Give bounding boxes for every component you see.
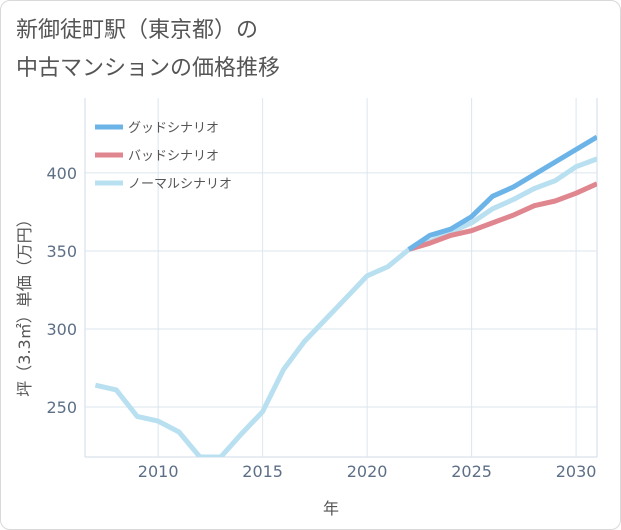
x-tick-label: 2030 bbox=[556, 462, 597, 481]
series-line-1 bbox=[407, 134, 597, 252]
x-tick-label: 2015 bbox=[242, 462, 283, 481]
chart-title-line-1: 新御徒町駅（東京都）の bbox=[16, 18, 259, 43]
legend-label: グッドシナリオ bbox=[128, 121, 219, 136]
y-tick-label: 400 bbox=[46, 164, 77, 183]
x-tick-label: 2010 bbox=[138, 462, 179, 481]
x-tick-label: 2020 bbox=[347, 462, 388, 481]
y-tick-label: 350 bbox=[46, 242, 77, 261]
legend-label: ノーマルシナリオ bbox=[128, 177, 232, 192]
grid-lines bbox=[84, 98, 598, 458]
x-tick-label: 2025 bbox=[451, 462, 492, 481]
tick-labels: 2010 2015 2020 2025 2030 250 300 350 400 bbox=[46, 164, 596, 481]
x-axis-title: 年 bbox=[323, 499, 339, 518]
series-line-3 bbox=[94, 156, 597, 457]
y-axis-title: 坪（3.3㎡）単価（万円） bbox=[15, 211, 34, 396]
chart-title-line-2: 中古マンションの価格推移 bbox=[16, 56, 281, 81]
y-tick-label: 250 bbox=[46, 398, 77, 417]
legend-label: バッドシナリオ bbox=[128, 149, 219, 164]
y-tick-label: 300 bbox=[46, 320, 77, 339]
series-lines bbox=[94, 134, 597, 457]
series-line-2 bbox=[408, 181, 597, 252]
chart-title: 新御徒町駅（東京都）の 中古マンションの価格推移 bbox=[16, 12, 280, 88]
